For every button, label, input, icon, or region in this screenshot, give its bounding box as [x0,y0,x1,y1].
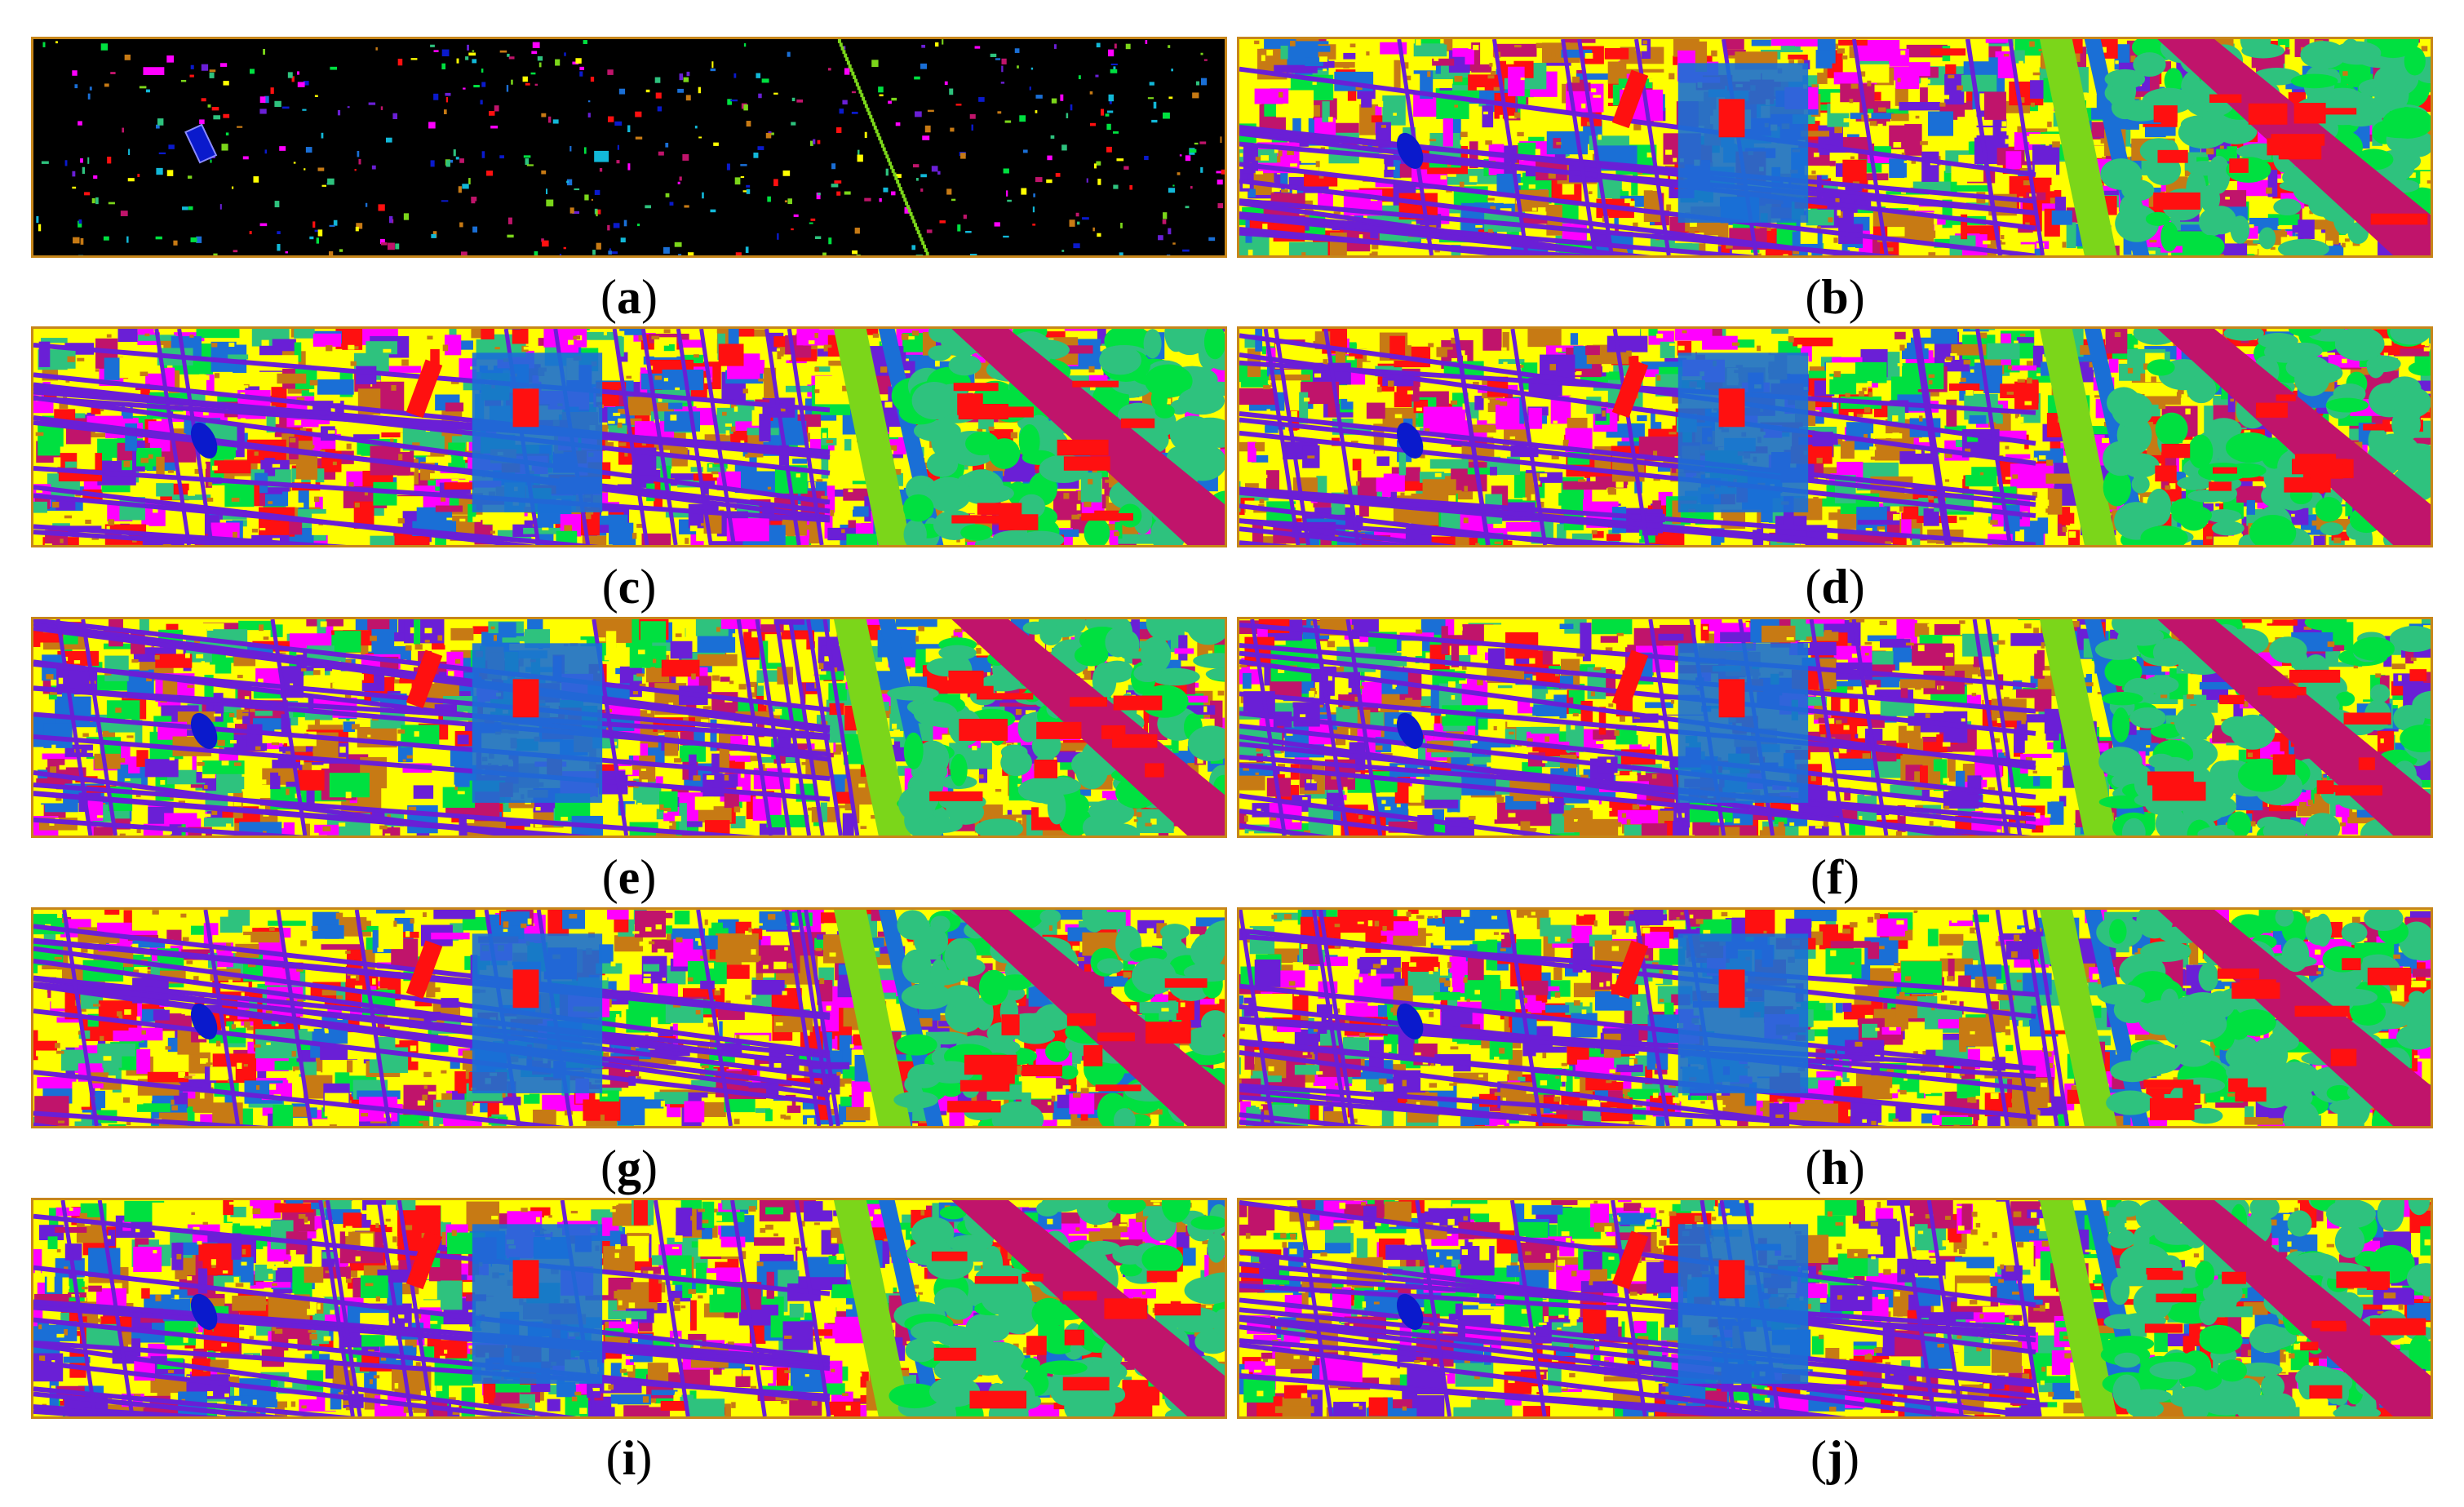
ground-truth-map-a [33,39,1225,255]
panel-label-h: h [1821,1141,1849,1195]
classification-map-e [33,619,1225,835]
map-panel-g [31,907,1227,1128]
panel-caption-a: (a) [600,270,658,324]
map-panel-e [31,617,1227,838]
classification-map-f [1239,619,2431,835]
panel-caption-h: (h) [1805,1141,1865,1195]
panel-caption-d: (d) [1805,560,1865,614]
panel-label-d: d [1821,560,1849,614]
panel-label-c: c [618,560,640,614]
panel-caption-f: (f) [1810,850,1859,904]
panel-caption-c: (c) [601,560,657,614]
panel-caption-i: (i) [605,1431,653,1485]
panel-label-j: j [1827,1431,1843,1485]
map-panel-i [31,1198,1227,1419]
map-panel-f [1237,617,2433,838]
classification-map-c [33,329,1225,545]
classification-map-h [1239,910,2431,1126]
panel-caption-j: (j) [1810,1431,1859,1485]
map-panel-h [1237,907,2433,1128]
panel-label-b: b [1821,270,1849,324]
map-panel-a [31,37,1227,258]
classification-map-i [33,1200,1225,1416]
map-panel-j [1237,1198,2433,1419]
panel-label-f: f [1827,850,1843,904]
map-panel-d [1237,326,2433,547]
classification-map-j [1239,1200,2431,1416]
panel-caption-e: (e) [601,850,657,904]
panel-label-a: a [617,270,641,324]
map-panel-c [31,326,1227,547]
panel-label-e: e [618,850,640,904]
panel-caption-g: (g) [600,1141,658,1195]
classification-map-g [33,910,1225,1126]
panel-label-i: i [622,1431,636,1485]
panel-caption-b: (b) [1805,270,1865,324]
map-panel-b [1237,37,2433,258]
classification-map-b [1239,39,2431,255]
panel-label-g: g [617,1141,641,1195]
classification-map-d [1239,329,2431,545]
